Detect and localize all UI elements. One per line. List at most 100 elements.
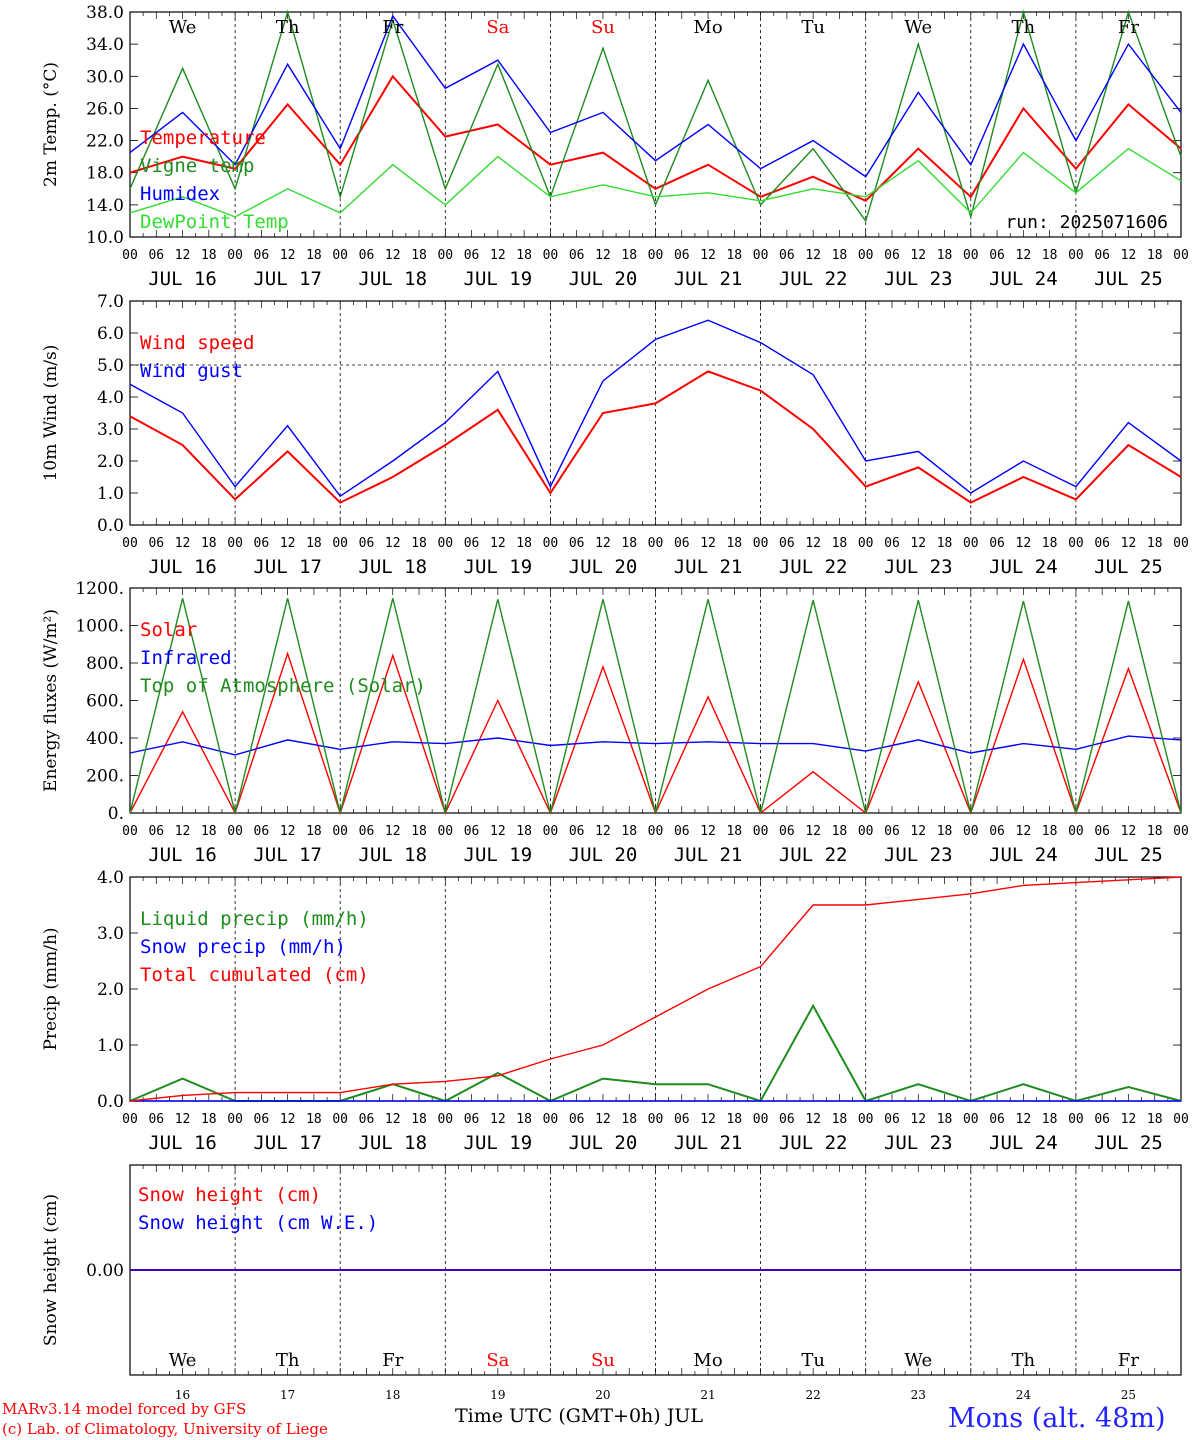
hour-label: 06 (1094, 824, 1110, 839)
hour-label: 12 (805, 1112, 821, 1127)
date-label: JUL 19 (464, 556, 533, 578)
hour-label: 00 (648, 824, 664, 839)
hour-label: 00 (332, 536, 348, 551)
y-tick-label: 3.0 (97, 420, 124, 440)
date-label: JUL 18 (358, 556, 427, 578)
day-number-label: 23 (911, 1388, 926, 1402)
y-axis-label: Precip (mm/h) (41, 927, 61, 1050)
hour-label: 18 (516, 824, 532, 839)
hour-label: 18 (832, 824, 848, 839)
panel-2: 0.0 1.0 2.0 3.0 4.0 5.0 6.0 7.0 10m Wind (m/s) Wi… (41, 292, 1189, 578)
hour-label: 00 (437, 248, 453, 263)
date-label: JUL 22 (779, 844, 848, 866)
y-tick-label: 18.0 (86, 164, 124, 184)
hour-label: 18 (937, 248, 953, 263)
y-tick-label: 2.0 (97, 980, 124, 1000)
date-label: JUL 22 (779, 1132, 848, 1154)
plot-frame (129, 300, 1182, 526)
hour-label: 18 (306, 824, 322, 839)
hour-label: 06 (569, 1112, 585, 1127)
hour-label: 06 (779, 824, 795, 839)
hour-label: 06 (254, 536, 270, 551)
hour-label: 18 (1147, 248, 1163, 263)
hour-label: 18 (411, 536, 427, 551)
hour-label: 06 (148, 1112, 164, 1127)
date-label: JUL 20 (569, 268, 638, 290)
hour-label: 00 (332, 248, 348, 263)
y-tick-label: 30.0 (86, 67, 124, 87)
hour-label: 00 (227, 824, 243, 839)
date-label: JUL 25 (1094, 844, 1163, 866)
y-tick-label: 5.0 (97, 356, 124, 376)
hour-label: 12 (805, 248, 821, 263)
legend-entry: Snow precip (mm/h) (140, 936, 346, 958)
y-tick-label: 0. (108, 804, 124, 824)
x-axis-title: Time UTC (GMT+0h) JUL (455, 1405, 703, 1427)
hour-label: 18 (411, 824, 427, 839)
date-label: JUL 20 (569, 556, 638, 578)
hour-label: 18 (201, 1112, 217, 1127)
hour-label: 18 (726, 536, 742, 551)
hour-label: 00 (543, 824, 559, 839)
hour-label: 12 (490, 1112, 506, 1127)
weekday-label: Tu (801, 1350, 825, 1371)
weekday-label: We (169, 1350, 197, 1371)
hour-label: 06 (989, 1112, 1005, 1127)
hour-label: 06 (674, 248, 690, 263)
date-label: JUL 19 (464, 844, 533, 866)
weekday-label: Th (276, 1350, 300, 1371)
panel-1: 10.0 14.0 18.0 22.0 26.0 30.0 34.0 38.0 2m Temp.… (41, 3, 1189, 290)
hour-label: 00 (122, 536, 138, 551)
hour-label: 00 (963, 1112, 979, 1127)
hour-label: 12 (805, 824, 821, 839)
hour-label: 06 (674, 824, 690, 839)
date-label: JUL 23 (884, 556, 953, 578)
date-label: JUL 24 (989, 268, 1058, 290)
hour-label: 00 (437, 824, 453, 839)
plot-frame (129, 587, 1182, 814)
hour-label: 12 (910, 248, 926, 263)
hour-label: 00 (858, 824, 874, 839)
series-line-humidex (129, 14, 1182, 178)
hour-label: 00 (227, 1112, 243, 1127)
hour-label: 18 (411, 1112, 427, 1127)
weekday-label: Th (1012, 1350, 1036, 1371)
y-tick-label: 0.0 (97, 1092, 124, 1112)
weekday-label: We (169, 17, 197, 38)
y-tick-label: 0.00 (86, 1261, 124, 1281)
hour-label: 00 (543, 536, 559, 551)
hour-label: 06 (884, 536, 900, 551)
date-label: JUL 23 (884, 268, 953, 290)
legend-entry: Top of Atmosphere (Solar) (140, 675, 426, 697)
y-tick-label: 38.0 (86, 3, 124, 23)
date-label: JUL 23 (884, 844, 953, 866)
day-number-label: 19 (490, 1388, 505, 1402)
series-line-temperature (129, 74, 1182, 202)
hour-label: 06 (464, 824, 480, 839)
y-tick-label: 14.0 (86, 196, 124, 216)
hour-label: 06 (779, 1112, 795, 1127)
hour-label: 00 (122, 1112, 138, 1127)
hour-label: 06 (884, 1112, 900, 1127)
y-tick-label: 1.0 (97, 484, 124, 504)
y-tick-label: 7.0 (97, 292, 124, 312)
legend-entry: Humidex (140, 183, 220, 205)
y-tick-label: 1000. (75, 617, 124, 637)
hour-label: 06 (884, 248, 900, 263)
day-number-label: 17 (280, 1388, 295, 1402)
hour-label: 06 (254, 824, 270, 839)
hour-label: 18 (516, 248, 532, 263)
y-tick-label: 4.0 (97, 868, 124, 888)
y-tick-label: 200. (86, 767, 124, 787)
y-axis-label: 10m Wind (m/s) (41, 345, 61, 482)
hour-label: 00 (122, 248, 138, 263)
hour-label: 06 (464, 536, 480, 551)
legend-entry: Wind gust (140, 360, 243, 382)
hour-label: 06 (464, 1112, 480, 1127)
hour-label: 00 (1068, 248, 1084, 263)
hour-label: 12 (175, 248, 191, 263)
hour-label: 00 (543, 1112, 559, 1127)
y-tick-label: 22.0 (86, 132, 124, 152)
date-label: JUL 23 (884, 1132, 953, 1154)
hour-label: 06 (1094, 536, 1110, 551)
